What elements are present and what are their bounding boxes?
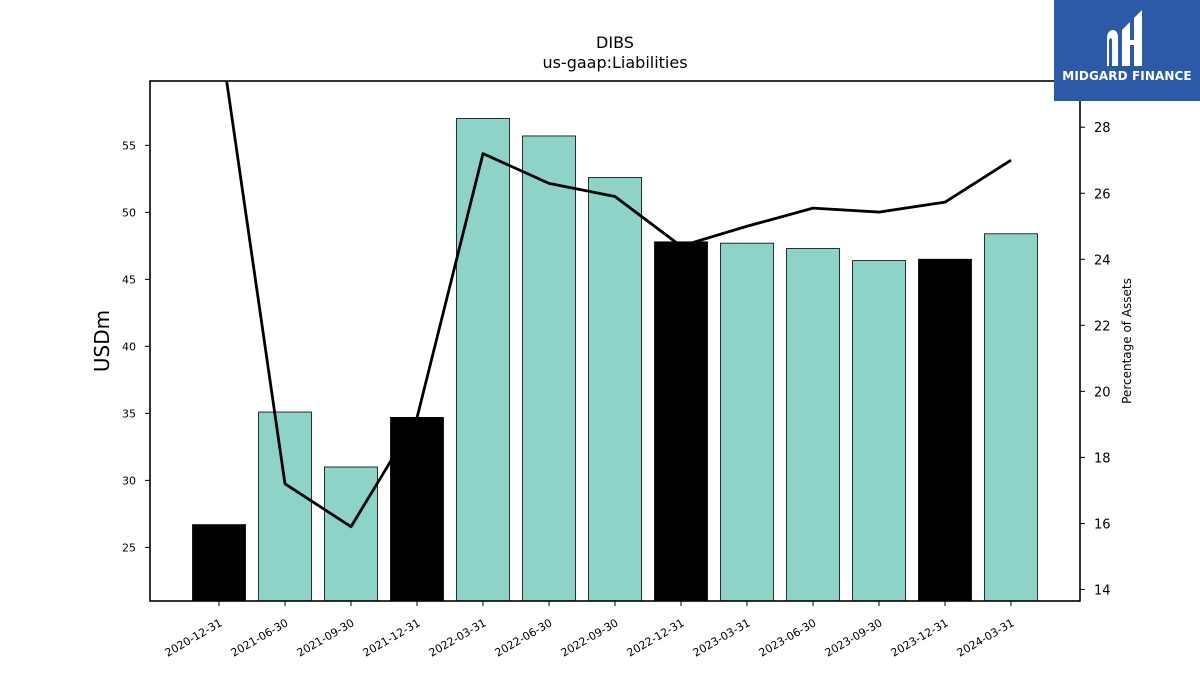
bar-2022-12-31 bbox=[654, 241, 708, 602]
y2-tick-label-18: 18 bbox=[1094, 451, 1111, 466]
bar-2021-06-30 bbox=[258, 411, 312, 602]
x-tick-label-2022-03-31: 2022-03-31 bbox=[427, 616, 489, 659]
y-tick-label-45: 45 bbox=[122, 273, 136, 286]
bar-2020-12-31 bbox=[192, 524, 246, 602]
x-tick-label-2024-03-31: 2024-03-31 bbox=[955, 616, 1017, 659]
x-tick-label-2021-06-30: 2021-06-30 bbox=[229, 616, 291, 659]
y-tick-label-30: 30 bbox=[122, 474, 136, 487]
y-tick-label-25: 25 bbox=[122, 541, 136, 554]
x-tick-label-2023-06-30: 2023-06-30 bbox=[757, 616, 819, 659]
y2-tick-label-22: 22 bbox=[1094, 319, 1111, 334]
percentage-of-assets-line bbox=[225, 81, 1012, 529]
y-tick-label-50: 50 bbox=[122, 206, 136, 219]
chart-title: DIBS bbox=[596, 33, 634, 52]
midgard-finance-logo: MIDGARD FINANCE bbox=[1054, 0, 1200, 101]
bar-2023-09-30 bbox=[852, 260, 906, 602]
bar-2023-03-31 bbox=[720, 242, 774, 602]
logo-text: MIDGARD FINANCE bbox=[1062, 69, 1192, 83]
y2-tick-label-26: 26 bbox=[1094, 187, 1111, 202]
bar-2022-03-31 bbox=[456, 118, 510, 602]
x-tick-label-2021-12-31: 2021-12-31 bbox=[361, 616, 423, 659]
x-tick-label-2022-12-31: 2022-12-31 bbox=[625, 616, 687, 659]
x-tick-label-2023-12-31: 2023-12-31 bbox=[889, 616, 951, 659]
y2-tick-label-28: 28 bbox=[1094, 121, 1111, 136]
x-tick-label-2020-12-31: 2020-12-31 bbox=[163, 616, 225, 659]
y-axis-label: USDm bbox=[90, 310, 114, 372]
y-tick-label-55: 55 bbox=[122, 139, 136, 152]
x-tick-label-2023-03-31: 2023-03-31 bbox=[691, 616, 753, 659]
y2-tick-label-14: 14 bbox=[1094, 583, 1111, 598]
bar-2022-06-30 bbox=[522, 135, 576, 602]
bar-2022-09-30 bbox=[588, 177, 642, 602]
bar-2021-12-31 bbox=[390, 416, 444, 602]
y2-tick-label-16: 16 bbox=[1094, 517, 1111, 532]
y-tick-label-40: 40 bbox=[122, 340, 136, 353]
bar-2024-03-31 bbox=[984, 233, 1038, 602]
x-tick-label-2023-09-30: 2023-09-30 bbox=[823, 616, 885, 659]
y2-tick-label-24: 24 bbox=[1094, 253, 1111, 268]
bar-2023-06-30 bbox=[786, 248, 840, 602]
x-tick-label-2021-09-30: 2021-09-30 bbox=[295, 616, 357, 659]
y2-axis-label: Percentage of Assets bbox=[1120, 278, 1134, 404]
x-tick-label-2022-06-30: 2022-06-30 bbox=[493, 616, 555, 659]
y2-tick-label-20: 20 bbox=[1094, 385, 1111, 400]
bar-2021-09-30 bbox=[324, 466, 378, 602]
x-tick-label-2022-09-30: 2022-09-30 bbox=[559, 616, 621, 659]
y-tick-label-35: 35 bbox=[122, 407, 136, 420]
midgard-logo-icon bbox=[1107, 10, 1142, 66]
chart-subtitle: us-gaap:Liabilities bbox=[542, 53, 687, 72]
bar-2023-12-31 bbox=[918, 258, 972, 602]
